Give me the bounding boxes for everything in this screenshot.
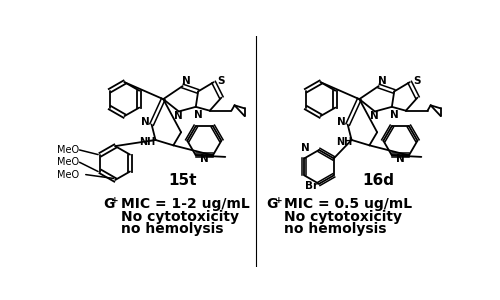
- Text: +: +: [112, 196, 119, 205]
- Text: G: G: [103, 197, 114, 211]
- Text: NH: NH: [140, 137, 156, 147]
- Text: S: S: [414, 76, 421, 86]
- Text: NH: NH: [336, 137, 352, 147]
- Text: 16d: 16d: [362, 173, 394, 188]
- Text: N: N: [200, 154, 208, 164]
- Text: N: N: [390, 110, 398, 120]
- Text: N: N: [370, 111, 379, 121]
- Text: N: N: [174, 111, 183, 121]
- Text: N: N: [396, 154, 405, 164]
- Text: N: N: [141, 117, 150, 127]
- Text: MeO: MeO: [58, 157, 80, 167]
- Text: MIC = 0.5 ug/mL: MIC = 0.5 ug/mL: [284, 197, 412, 211]
- Text: MeO: MeO: [58, 169, 80, 180]
- Text: 15t: 15t: [168, 173, 197, 188]
- Text: Br: Br: [304, 181, 318, 191]
- Text: N: N: [194, 110, 202, 120]
- Text: no hemolysis: no hemolysis: [120, 221, 223, 236]
- Text: N: N: [378, 76, 387, 86]
- Text: S: S: [218, 76, 225, 86]
- Text: MeO: MeO: [58, 145, 80, 155]
- Text: N: N: [337, 117, 346, 127]
- Text: No cytotoxicity: No cytotoxicity: [120, 210, 238, 224]
- Text: N: N: [300, 143, 310, 153]
- Text: no hemolysis: no hemolysis: [284, 221, 386, 236]
- Text: MIC = 1-2 ug/mL: MIC = 1-2 ug/mL: [120, 197, 250, 211]
- Text: +: +: [275, 196, 282, 205]
- Text: N: N: [182, 76, 191, 86]
- Text: G: G: [266, 197, 278, 211]
- Text: No cytotoxicity: No cytotoxicity: [284, 210, 402, 224]
